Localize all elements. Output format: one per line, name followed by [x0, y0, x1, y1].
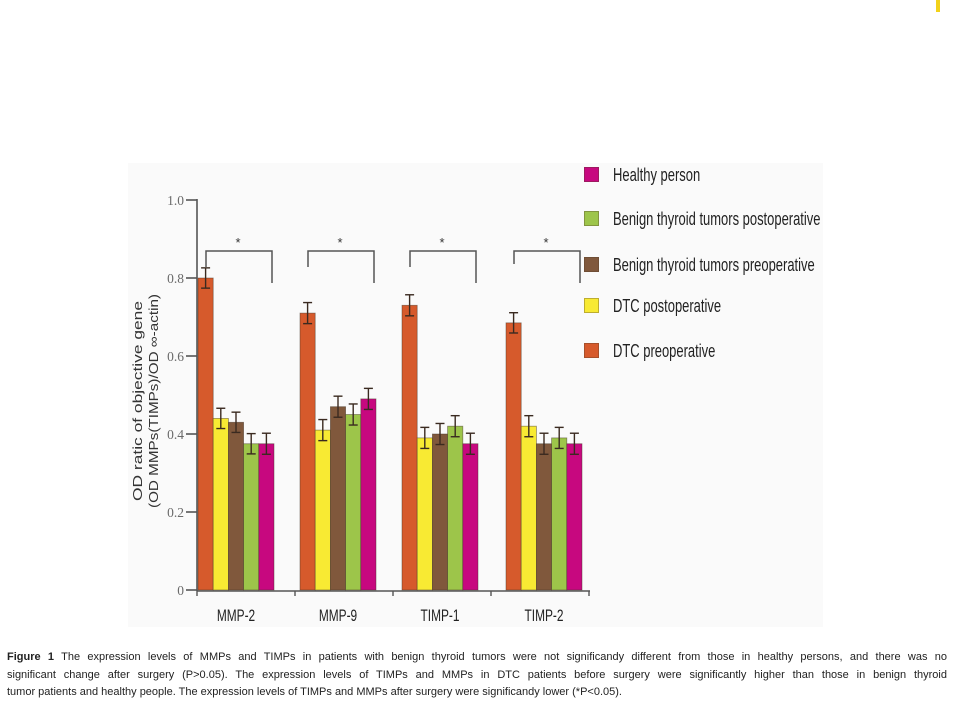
- bar: [505, 322, 522, 591]
- x-category-label: TIMP-1: [421, 606, 460, 625]
- bar: [520, 425, 537, 591]
- bar: [227, 421, 244, 591]
- caption-text-1: The expression levels of MMPs and TIMPs …: [54, 651, 947, 663]
- legend-swatch: [584, 211, 599, 226]
- bar: [431, 433, 448, 591]
- significance-bracket: [205, 250, 273, 283]
- legend-swatch: [584, 167, 599, 182]
- significance-brackets: [205, 250, 581, 283]
- corner-marker: [936, 0, 940, 12]
- axis-labels: 0 0.2 0.4 0.6 0.8 1.0 OD ratic of objective ge…: [130, 193, 564, 625]
- y-axis-label: (OD MMPs(TIMPs)/OD ∞-actin): [146, 294, 161, 508]
- error-bars: [201, 267, 579, 455]
- legend-label: Benign thyroid tumors postoperative: [613, 209, 821, 229]
- x-category-label: MMP-2: [217, 606, 255, 625]
- bar: [345, 414, 362, 591]
- y-axis-label: OD ratic of objective gene: [130, 301, 145, 501]
- x-category-label: MMP-9: [319, 606, 357, 625]
- bar: [416, 437, 433, 591]
- significance-bracket: [513, 250, 581, 283]
- bar: [197, 277, 214, 591]
- significance-star: *: [337, 235, 342, 250]
- bar: [536, 443, 553, 591]
- caption-line-1: Figure 1 The expression levels of MMPs a…: [7, 649, 947, 667]
- y-tick-label: 0.2: [167, 505, 184, 520]
- significance-bracket: [307, 250, 375, 283]
- x-category-label: TIMP-2: [525, 606, 564, 625]
- y-tick-label: 0.6: [167, 349, 184, 364]
- bar: [566, 443, 583, 591]
- bar: [360, 398, 377, 591]
- bar: [401, 304, 418, 591]
- y-tick-label: 0.4: [167, 427, 184, 442]
- bars: [197, 277, 583, 591]
- legend-swatch: [584, 343, 599, 358]
- bar-chart: 0 0.2 0.4 0.6 0.8 1.0 OD ratic of objective ge…: [130, 193, 590, 625]
- y-tick-label: 0.8: [167, 271, 184, 286]
- legend-label: Healthy person: [613, 165, 701, 185]
- legend-swatch: [584, 298, 599, 313]
- caption-line-3: tumor patients and healthy people. The e…: [7, 686, 622, 699]
- axes: [186, 199, 590, 596]
- legend-swatch: [584, 257, 599, 272]
- bar: [243, 443, 260, 591]
- bar: [258, 443, 275, 591]
- significance-star: *: [543, 235, 548, 250]
- significance-star: *: [439, 235, 444, 250]
- bar: [329, 406, 346, 591]
- legend-label: Benign thyroid tumors preoperative: [613, 255, 815, 275]
- bar: [314, 429, 331, 591]
- bar: [551, 437, 568, 591]
- bar: [447, 425, 464, 591]
- bar: [299, 312, 316, 591]
- caption-figure-label: Figure 1: [7, 651, 55, 663]
- significance-bracket: [409, 250, 477, 283]
- y-tick-label: 1.0: [167, 193, 184, 208]
- legend-label: DTC preoperative: [613, 341, 716, 361]
- figure-caption: Figure 1 The expression levels of MMPs a…: [7, 649, 947, 702]
- significance-star: *: [235, 235, 240, 250]
- legend-label: DTC postoperative: [613, 296, 722, 316]
- y-tick-label: 0: [177, 583, 184, 598]
- bar: [462, 443, 479, 591]
- caption-line-2: significant change after surgery (P>0.05…: [7, 668, 947, 681]
- bar: [212, 417, 229, 591]
